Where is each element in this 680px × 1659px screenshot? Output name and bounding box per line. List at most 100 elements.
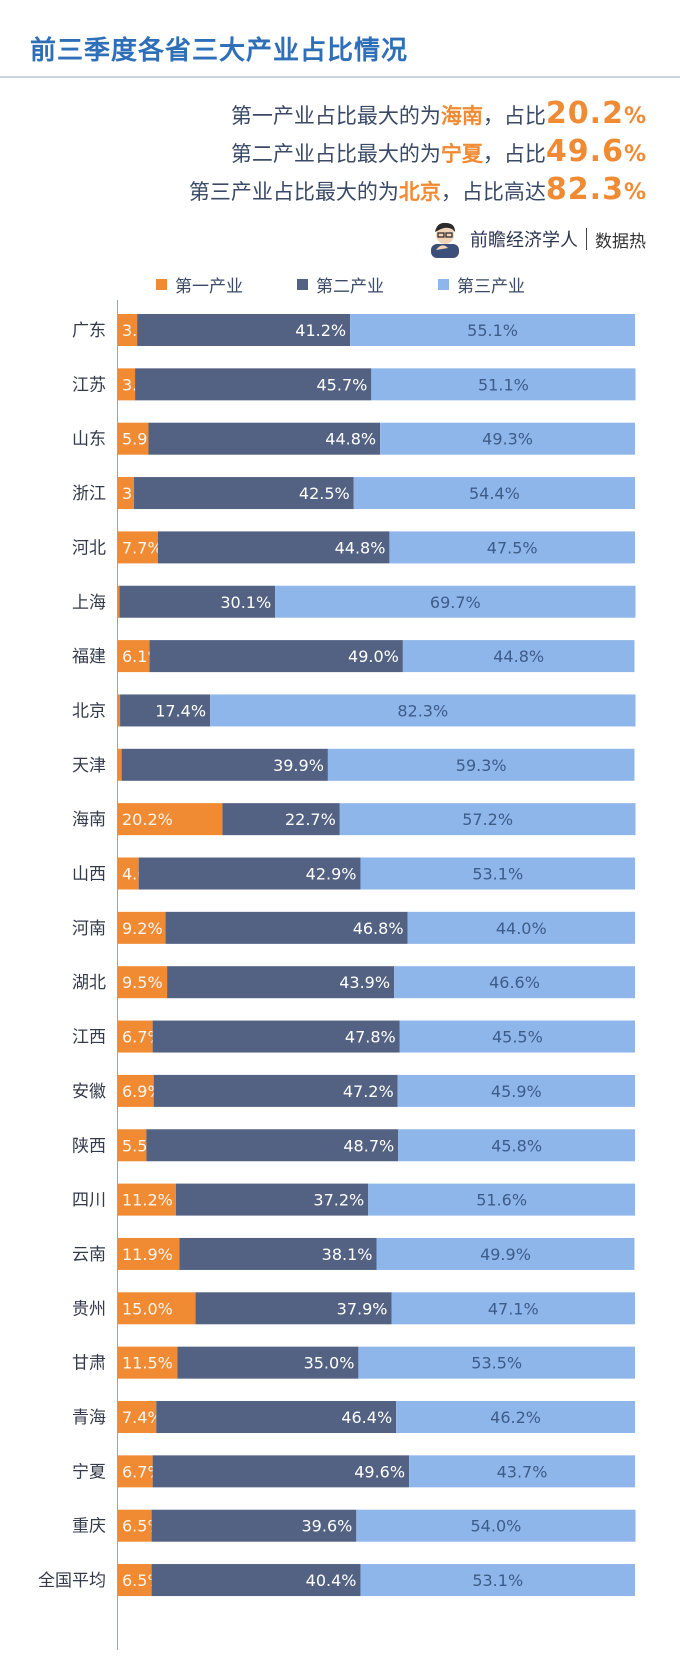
bar-row: 海南 20.2% 22.7% 57.2% <box>72 803 636 836</box>
data-label: 45.7% <box>317 375 368 394</box>
data-label: 6.7% <box>122 1028 163 1047</box>
bar-segment <box>339 803 636 836</box>
legend-swatch-tertiary <box>438 279 449 290</box>
brand-name: 前瞻经济学人 <box>470 230 578 251</box>
category-label: 河南 <box>72 919 106 939</box>
bar-segment <box>138 857 361 890</box>
bar-segment <box>151 1509 357 1542</box>
bar-segment <box>376 1237 635 1270</box>
data-label: 37.2% <box>313 1191 364 1210</box>
data-label: 6.9% <box>122 1082 163 1101</box>
bar-segment <box>409 1455 635 1488</box>
category-label: 重庆 <box>72 1517 106 1537</box>
data-label: 22.7% <box>285 810 336 829</box>
bar-segment <box>118 1074 154 1107</box>
bar-row: 四川 11.2% 37.2% 51.6% <box>72 1183 635 1216</box>
bar-segment <box>118 585 120 618</box>
data-label: 39.9% <box>273 756 324 775</box>
brand-signature: 前瞻经济学人 数据热 <box>428 220 646 258</box>
bar-row: 河南 9.2% 46.8% 44.0% <box>72 911 635 944</box>
data-label: 46.4% <box>341 1408 392 1427</box>
data-label: 53.1% <box>472 865 523 884</box>
bar-row: 河北 7.7% 44.8% 47.5% <box>72 531 635 564</box>
bar-row: 天津0.7%39.9%59.3% <box>72 748 635 781</box>
category-label: 广东 <box>72 321 106 341</box>
headline-value: 20.2 <box>545 96 624 131</box>
data-label: 41.2% <box>295 321 346 340</box>
data-label: 39.6% <box>302 1517 353 1536</box>
bar-segment <box>118 1564 152 1597</box>
category-label: 贵州 <box>72 1299 106 1319</box>
data-label: 53.5% <box>471 1354 522 1373</box>
headline-value: 49.6 <box>545 134 624 169</box>
bar-segment <box>118 694 121 727</box>
category-label: 四川 <box>72 1191 106 1211</box>
bar-segment <box>119 585 276 618</box>
bar-segment <box>177 1346 359 1379</box>
legend-item-tertiary: 第三产业 <box>438 272 525 297</box>
data-label: 45.8% <box>491 1136 542 1155</box>
data-label: 49.0% <box>348 647 399 666</box>
bar-segment <box>148 422 381 455</box>
bar-segment <box>149 640 403 673</box>
bar-segment <box>394 966 635 999</box>
bar-segment <box>134 477 354 510</box>
headline-middle: ，占比高达 <box>440 180 546 204</box>
bar-segment <box>146 1129 399 1162</box>
bar-segment <box>397 1074 635 1107</box>
data-label: 46.2% <box>490 1408 541 1427</box>
legend-label: 第一产业 <box>175 277 243 297</box>
data-label: 15.0% <box>122 1299 173 1318</box>
bar-segment <box>356 1509 636 1542</box>
bar-segment <box>371 368 636 401</box>
bar-segment <box>152 1455 410 1488</box>
bar-segment <box>118 1346 178 1379</box>
bar-segment <box>157 531 390 564</box>
bar-segment <box>380 422 635 455</box>
data-label: 44.0% <box>496 919 547 938</box>
data-label: 11.5% <box>122 1354 173 1373</box>
data-label: 42.9% <box>306 865 357 884</box>
headline-prefix: 第三产业占比最大的为 <box>188 180 399 204</box>
bar-segment <box>360 857 635 890</box>
bar-row: 青海 7.4% 46.4% 46.2% <box>72 1401 635 1433</box>
data-label: 42.5% <box>299 484 350 503</box>
bar-segment <box>399 1020 635 1053</box>
category-label: 江苏 <box>72 375 106 395</box>
bar-row: 福建 6.1% 49.0% 44.8% <box>72 640 635 673</box>
data-label: 47.8% <box>345 1028 396 1047</box>
bar-row: 上海0.3%30.1%69.7% <box>72 585 636 618</box>
bar-row: 安徽 6.9% 47.2% 45.9% <box>72 1074 635 1107</box>
legend-swatch-primary <box>156 279 167 290</box>
data-label: 51.6% <box>476 1191 527 1210</box>
bar-segment <box>152 1020 400 1053</box>
bar-segment <box>118 422 149 455</box>
bar-segment <box>118 1401 157 1433</box>
legend-item-secondary: 第二产业 <box>297 272 384 297</box>
bar-segment <box>118 640 150 673</box>
category-label: 上海 <box>72 593 106 613</box>
legend-item-primary: 第一产业 <box>156 272 243 297</box>
bar-segment <box>118 1129 147 1162</box>
headline-tertiary: 第三产业占比最大的为北京，占比高达82.3% <box>189 172 646 207</box>
bar-segment <box>275 585 636 618</box>
bar-segment <box>120 694 211 727</box>
legend-swatch-secondary <box>297 279 308 290</box>
data-label: 47.5% <box>487 538 538 557</box>
category-label: 青海 <box>72 1408 106 1428</box>
bar-segment <box>118 314 138 346</box>
data-label: 55.1% <box>467 321 518 340</box>
bar-segment <box>135 368 372 401</box>
category-label: 云南 <box>72 1245 106 1265</box>
bar-segment <box>118 966 168 999</box>
headline-prefix: 第一产业占比最大的为 <box>230 104 441 128</box>
category-label: 江西 <box>72 1028 106 1048</box>
bar-segment <box>353 477 635 510</box>
headline-unit: % <box>623 104 646 129</box>
data-label: 43.7% <box>497 1462 548 1481</box>
data-label: 17.4% <box>155 701 206 720</box>
data-label: 46.6% <box>489 973 540 992</box>
bar-segment <box>389 531 635 564</box>
category-axis-line <box>117 300 118 1650</box>
bar-segment <box>118 477 135 510</box>
